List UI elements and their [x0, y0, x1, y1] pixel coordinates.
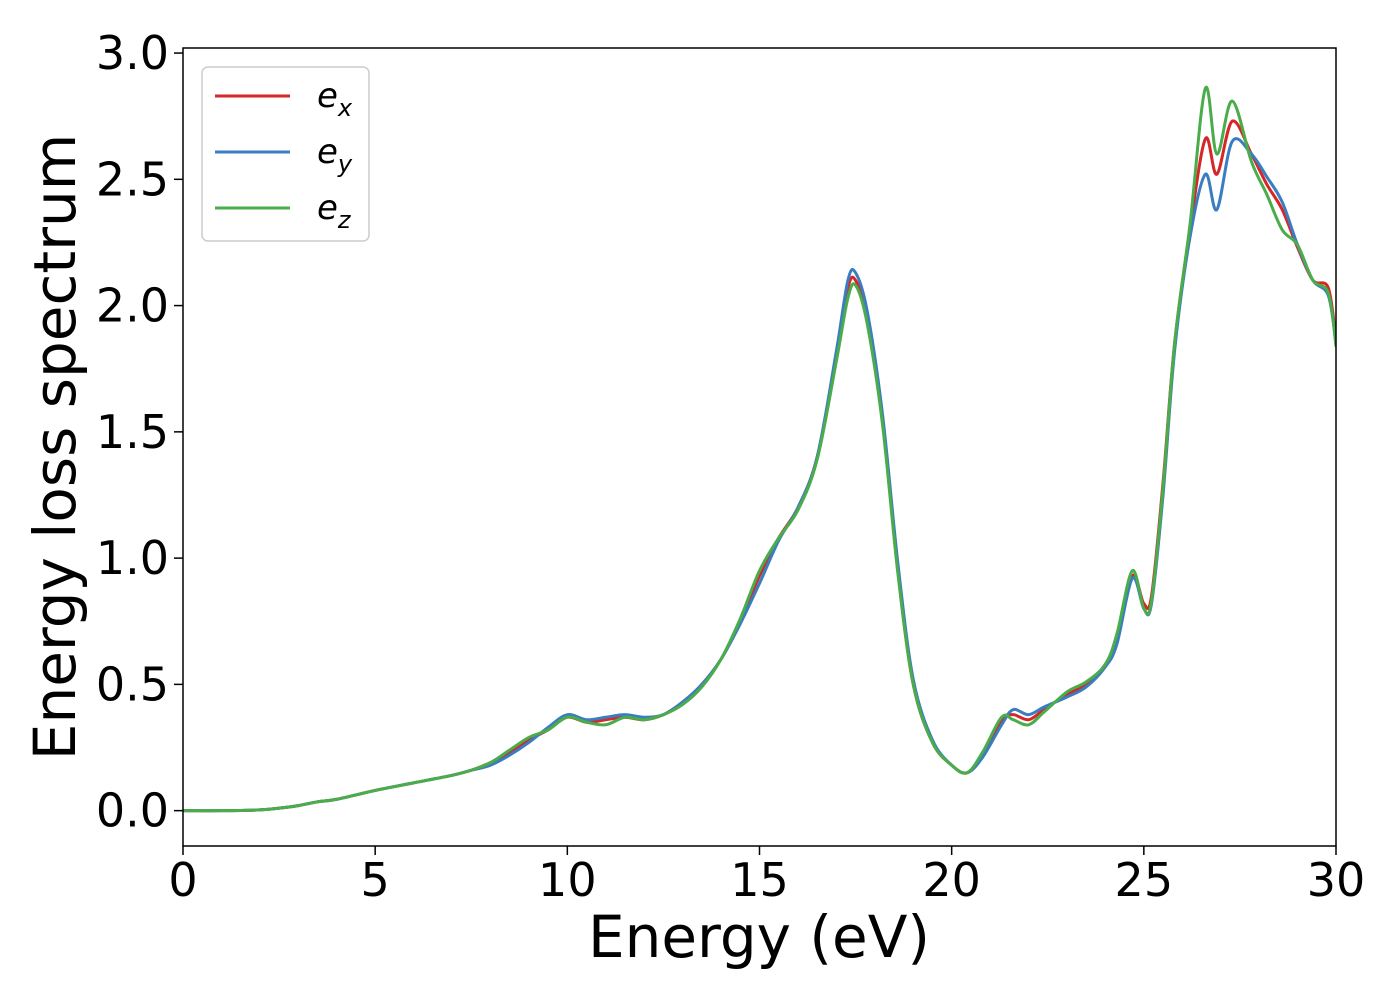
y-tick-label: 2.0 [96, 279, 169, 333]
legend-label-base: e [317, 132, 338, 172]
plot-background [183, 48, 1336, 846]
x-axis-title: Energy (eV) [588, 903, 930, 971]
x-tick-label: 20 [922, 853, 981, 907]
series-layer [183, 85, 1336, 813]
x-tick-label: 30 [1307, 853, 1366, 907]
y-axis: 0.0 0.5 1.0 1.5 2.0 2.5 3.0 [96, 26, 183, 838]
x-tick-label: 25 [1115, 853, 1174, 907]
y-tick-label: 2.5 [96, 152, 169, 206]
legend-label-e-y: ey [317, 132, 353, 178]
x-tick-label: 5 [361, 853, 390, 907]
x-tick-label: 15 [730, 853, 789, 907]
legend-box [201, 66, 370, 242]
legend-label-e-x: ex [317, 76, 353, 122]
legend-label-base: e [317, 76, 338, 116]
legend-label-subscript: x [337, 94, 353, 122]
y-axis-title: Energy loss spectrum [21, 134, 89, 760]
legend-label-e-z: ez [317, 188, 352, 234]
y-tick-label: 1.0 [96, 531, 169, 585]
series-line-e-z [183, 85, 1336, 813]
legend-label-subscript: z [337, 206, 352, 234]
legend-label-base: e [317, 188, 338, 228]
x-tick-label: 0 [168, 853, 197, 907]
y-tick-label: 0.5 [96, 657, 169, 711]
y-tick-label: 3.0 [96, 26, 169, 80]
x-tick-label: 10 [538, 853, 597, 907]
legend-label-subscript: y [337, 150, 353, 178]
x-axis: 0 5 10 15 20 25 30 [168, 846, 1365, 907]
y-tick-label: 0.0 [96, 784, 169, 838]
y-tick-label: 1.5 [96, 405, 169, 459]
